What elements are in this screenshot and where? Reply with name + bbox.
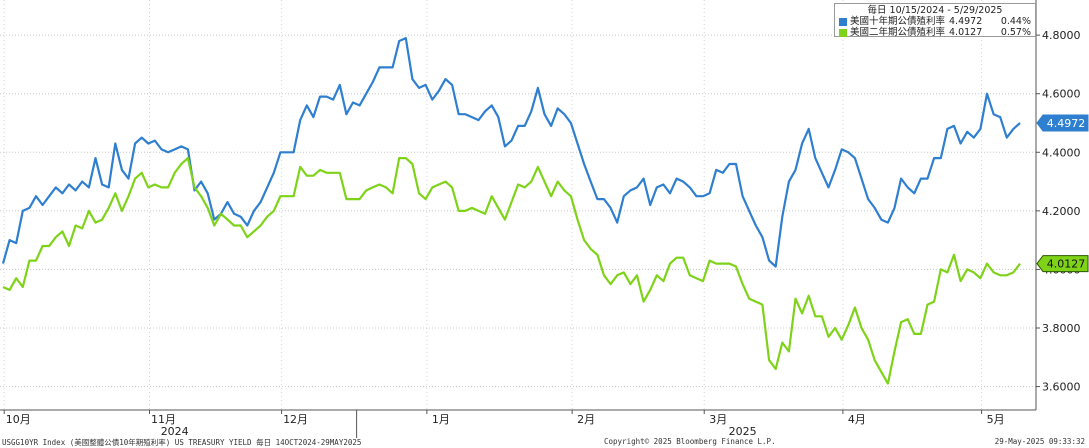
legend-change-10y: 0.44% [1000, 16, 1031, 27]
series-layer [1, 36, 1021, 385]
year-label: 2025 [729, 425, 757, 438]
y-tick-label: 3.6000 [1042, 381, 1081, 394]
month-label: 1月 [432, 413, 450, 426]
frequency-label: 毎日 [867, 5, 887, 16]
month-label: 12月 [283, 413, 308, 426]
month-label: 11月 [151, 413, 176, 426]
legend-header: 毎日 10/15/2024 - 5/29/2025 [839, 5, 1031, 16]
legend-entry-2y: 美國二年期公債殖利率 4.0127 0.57% [839, 27, 1031, 38]
last-value-tag-2y: 4.0127 [1036, 255, 1089, 273]
y-tick-label: 4.2000 [1042, 205, 1081, 218]
last-value-tag-10y: 4.4972 [1036, 114, 1089, 132]
legend-change-2y: 0.57% [1000, 27, 1031, 38]
axis-layer: 4.80004.60004.40004.20004.00003.80003.60… [0, 0, 1081, 438]
legend-swatch-10y [839, 17, 847, 26]
month-label: 3月 [709, 413, 727, 426]
legend-value-2y: 4.0127 [949, 27, 983, 38]
legend: 毎日 10/15/2024 - 5/29/2025 美國十年期公債殖利率 4.4… [834, 3, 1036, 38]
grid-lines [0, 0, 1036, 410]
y-tick-label: 4.6000 [1042, 88, 1081, 101]
tag-box [1036, 114, 1089, 132]
tag-label: 4.0127 [1047, 258, 1086, 271]
legend-name-2y: 美國二年期公債殖利率 [850, 27, 946, 38]
legend-name-10y: 美國十年期公債殖利率 [850, 16, 946, 27]
legend-entry-10y: 美國十年期公債殖利率 4.4972 0.44% [839, 16, 1031, 27]
y-tick-label: 4.8000 [1042, 29, 1081, 42]
footer-left: USGG10YR Index (美國整體公債10年期殖利率) US TREASU… [2, 438, 362, 447]
month-label: 4月 [848, 413, 866, 426]
footer-right: 29-May-2025 09:33:32 [994, 437, 1085, 446]
legend-swatch-2y [839, 28, 847, 37]
y-tick-label: 4.4000 [1042, 146, 1081, 159]
tag-box [1036, 255, 1089, 273]
date-range: 10/15/2024 - 5/29/2025 [889, 5, 1003, 16]
series-line-10y [1, 36, 1021, 268]
series-line-2y [2, 157, 1021, 385]
y-tick-label: 3.8000 [1042, 322, 1081, 335]
legend-value-10y: 4.4972 [949, 16, 983, 27]
last-value-tags: 4.4972 4.0127 [1036, 114, 1089, 273]
footer-center: Copyright© 2025 Bloomberg Finance L.P. [604, 437, 776, 446]
tag-label: 4.4972 [1047, 117, 1086, 130]
month-label: 10月 [6, 413, 31, 426]
month-label: 2月 [577, 413, 595, 426]
year-label: 2024 [161, 425, 189, 438]
month-label: 5月 [987, 413, 1005, 426]
